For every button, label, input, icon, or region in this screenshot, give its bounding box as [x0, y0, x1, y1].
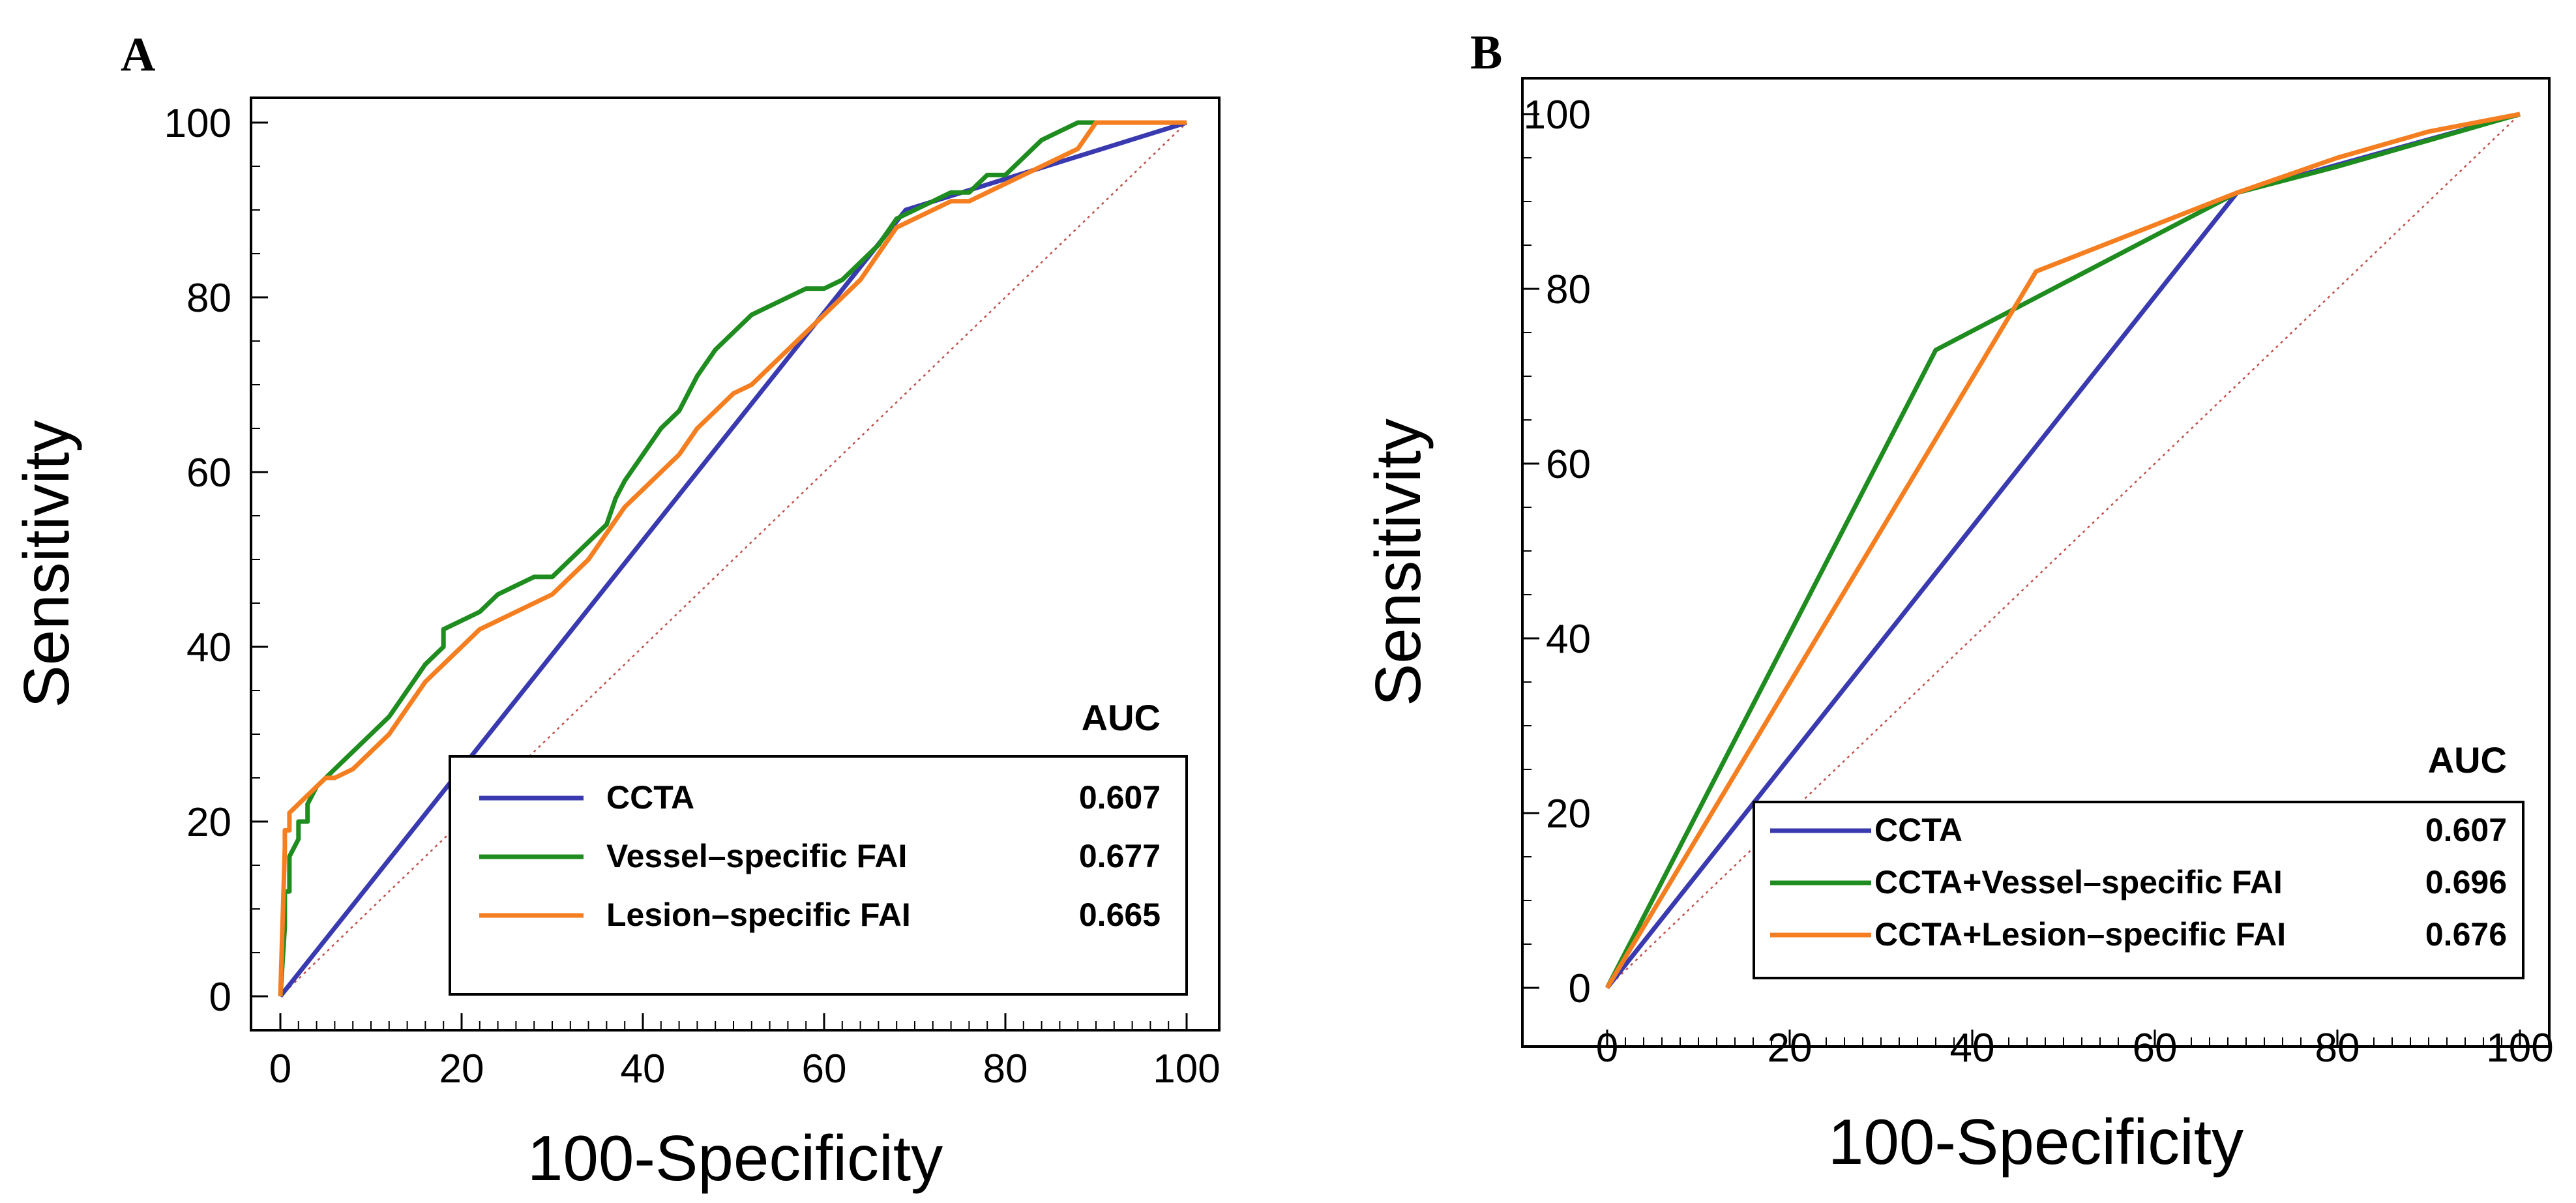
y-tick-label: 20 [186, 800, 231, 845]
x-tick-label: 100 [2486, 1026, 2553, 1071]
y-tick-label: 40 [186, 625, 231, 670]
plot-frame [250, 97, 1221, 1032]
legend-label: Vessel–specific FAI [606, 838, 907, 874]
legend-auc-value: 0.665 [1079, 897, 1161, 933]
y-tick-label: 60 [186, 451, 231, 496]
legend-auc-value: 0.677 [1079, 838, 1161, 874]
y-tick-label: 80 [186, 276, 231, 321]
y-tick-label: 100 [164, 101, 231, 146]
y-axis-title: Sensitivity [1362, 419, 1434, 706]
panel-b: B 0 20 40 60 80 100 0 20 40 60 80 100 100-Specificity… [1362, 26, 2554, 1178]
x-axis-title: 100-Specificity [1828, 1106, 2243, 1178]
x-tick-label: 40 [621, 1047, 666, 1092]
roc-curve-2 [1605, 111, 2521, 989]
legend-auc-value: 0.676 [2425, 916, 2507, 953]
x-axis-title: 100-Specificity [527, 1122, 943, 1194]
legend-label: CCTA [1874, 812, 1962, 848]
y-tick-label: 0 [1569, 966, 1591, 1011]
y-tick-label: 40 [1546, 617, 1591, 662]
x-tick-label: 0 [1596, 1026, 1618, 1071]
reference-diagonal [280, 122, 1187, 997]
legend-label: Lesion–specific FAI [606, 897, 911, 933]
x-tick-label: 100 [1153, 1047, 1220, 1092]
legend-auc-value: 0.607 [1079, 779, 1161, 816]
x-tick-label: 60 [2133, 1026, 2178, 1071]
x-tick-label: 60 [802, 1047, 847, 1092]
plot-frame [1521, 77, 2551, 1048]
y-tick-label: 80 [1546, 267, 1591, 312]
roc-curve-1 [278, 120, 1188, 998]
legend-auc-header: AUC [1082, 697, 1161, 738]
y-tick-label: 20 [1546, 792, 1591, 837]
legend-auc-value: 0.607 [2425, 812, 2507, 848]
y-tick-label: 0 [209, 975, 231, 1020]
legend-auc-value: 0.696 [2425, 864, 2507, 900]
legend-label: CCTA [606, 779, 694, 816]
roc-curve-3 [278, 120, 1187, 997]
x-tick-label: 40 [1950, 1026, 1995, 1071]
x-tick-label: 80 [983, 1047, 1028, 1092]
panel-letter: A [121, 28, 155, 82]
panel-letter: B [1470, 26, 1502, 80]
y-tick-label: 60 [1546, 442, 1591, 487]
legend-auc-header: AUC [2428, 739, 2507, 780]
legend-box [1753, 801, 2524, 979]
x-tick-label: 80 [2315, 1026, 2360, 1071]
x-tick-label: 20 [1768, 1026, 1813, 1071]
legend-box [449, 755, 1188, 996]
roc-curve-3 [1605, 111, 2521, 989]
panel-a: A 0 20 40 60 80 100 0 20 40 60 80 100 100-Specificity… [10, 28, 1221, 1194]
x-tick-label: 20 [439, 1047, 484, 1092]
y-tick-label: 100 [1524, 93, 1591, 138]
y-axis-title: Sensitivity [10, 420, 82, 707]
x-tick-label: 0 [269, 1047, 291, 1092]
legend-label: CCTA+Vessel–specific FAI [1874, 864, 2283, 900]
legend-label: CCTA+Lesion–specific FAI [1874, 916, 2286, 953]
